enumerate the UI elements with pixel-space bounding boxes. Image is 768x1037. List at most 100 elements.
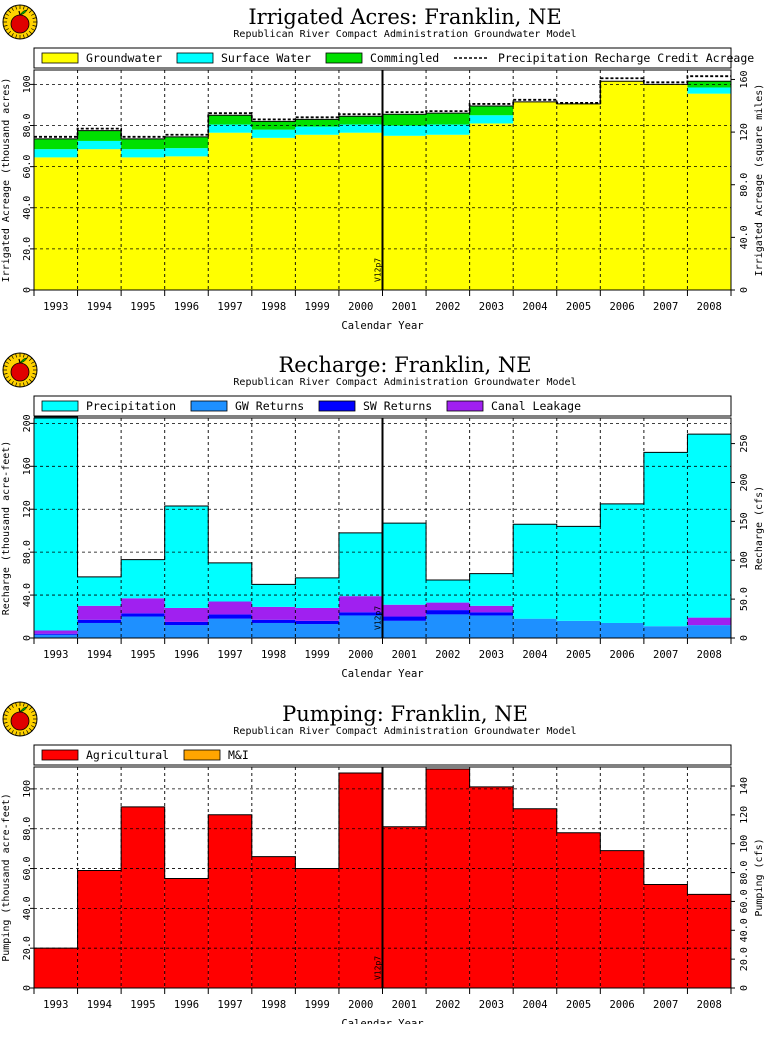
bar-commingled — [164, 136, 209, 149]
bar-groundwater — [513, 101, 557, 290]
y-tick-label: 160 — [22, 457, 33, 475]
bar-surface-water — [121, 149, 165, 158]
x-tick-label: 2005 — [566, 301, 591, 313]
legend-swatch — [41, 400, 79, 412]
logo-tick — [26, 381, 29, 385]
y2-tick-label: 40.0 — [739, 225, 750, 249]
x-tick-label: 1999 — [305, 649, 330, 661]
y2-axis-label: Pumping (cfs) — [754, 838, 765, 916]
bar-gw-returns — [251, 622, 296, 638]
bar-canal-leakage — [469, 605, 514, 613]
x-tick-label: 2001 — [392, 649, 417, 661]
logo-tick — [23, 702, 25, 707]
logo-tick — [11, 381, 14, 385]
logo-tick — [32, 17, 37, 19]
logo-tick — [3, 722, 8, 724]
y2-tick-label: 40.0 — [739, 918, 750, 942]
logo-tick — [32, 25, 37, 27]
bar-surface-water — [382, 125, 427, 136]
bar-agricultural — [643, 884, 688, 988]
logo-tick — [7, 706, 12, 711]
x-tick-label: 1993 — [43, 649, 68, 661]
y-tick-label: 60.0 — [22, 155, 33, 179]
y-tick-label: 60.0 — [22, 856, 33, 880]
logo-tick — [15, 353, 17, 358]
bar-commingled — [295, 119, 339, 127]
logo-tick — [5, 376, 9, 379]
x-tick-label: 1997 — [217, 301, 242, 313]
bar-commingled — [208, 115, 252, 125]
bar-sw-returns — [121, 613, 165, 617]
chart-subtitle: Republican River Compact Administration … — [233, 726, 576, 737]
logo-tick — [31, 361, 35, 364]
legend-swatch — [318, 400, 356, 412]
version-marker-label: V12p7 — [374, 258, 383, 282]
bar-agricultural — [687, 894, 731, 988]
bar-canal-leakage — [426, 602, 470, 611]
y2-tick-label: 250 — [739, 435, 750, 453]
legend-label: Agricultural — [86, 748, 169, 762]
x-tick-label: 2007 — [653, 999, 678, 1011]
logo-tick — [31, 376, 35, 379]
logo-tick — [11, 704, 14, 708]
x-tick-label: 2005 — [566, 649, 591, 661]
logo-tick — [5, 710, 9, 713]
logo-tick — [3, 365, 8, 367]
logo-tick — [23, 382, 25, 387]
bar-groundwater — [208, 132, 252, 290]
x-tick-label: 1996 — [174, 999, 199, 1011]
bar-precipitation — [687, 434, 731, 618]
y-tick-label: 0 — [22, 985, 33, 991]
bar-canal-leakage — [251, 606, 296, 620]
logo-tick — [28, 357, 33, 362]
bar-canal-leakage — [121, 598, 165, 614]
y2-tick-label: 150 — [739, 512, 750, 530]
bar-commingled — [338, 116, 383, 125]
bar-sw-returns — [208, 614, 252, 619]
bar-agricultural — [338, 772, 383, 988]
y2-tick-label: 60.0 — [739, 889, 750, 913]
bar-groundwater — [643, 84, 688, 291]
pumping-chart: Pumping: Franklin, NE Republican River Co… — [0, 697, 768, 1037]
x-tick-label: 2006 — [609, 301, 634, 313]
logo-tick — [26, 730, 29, 734]
bar-agricultural — [426, 768, 470, 988]
logo-tick — [5, 361, 9, 364]
logo-tick — [32, 714, 37, 716]
y2-tick-label: 200 — [739, 473, 750, 491]
x-tick-label: 2003 — [479, 649, 504, 661]
chart-subtitle: Republican River Compact Administration … — [233, 29, 576, 40]
x-tick-label: 2008 — [697, 301, 722, 313]
bar-precipitation — [643, 452, 688, 627]
logo-leaf — [19, 706, 28, 713]
version-marker-label: V12p7 — [374, 606, 383, 630]
y-tick-label: 40.0 — [22, 583, 33, 607]
bar-precipitation — [469, 573, 514, 606]
logo-tick — [15, 702, 17, 707]
x-tick-label: 2008 — [697, 649, 722, 661]
logo-tick — [7, 727, 12, 732]
legend-swatch — [325, 52, 363, 64]
x-tick-label: 1998 — [261, 999, 286, 1011]
x-tick-label: 2007 — [653, 301, 678, 313]
bar-precipitation — [164, 506, 209, 608]
logo-tick — [32, 722, 37, 724]
bar-commingled — [251, 121, 296, 130]
bar-surface-water — [426, 124, 470, 135]
bar-gw-returns — [338, 615, 383, 638]
legend-label: SW Returns — [363, 399, 432, 413]
legend-swatch — [446, 400, 484, 412]
bar-precipitation — [121, 559, 165, 599]
bar-commingled — [34, 138, 78, 150]
x-tick-label: 1995 — [130, 649, 155, 661]
logo-apple — [10, 14, 30, 34]
bar-sw-returns — [77, 619, 122, 623]
logo-tick — [11, 33, 14, 37]
logo-tick — [3, 17, 8, 19]
bar-agricultural — [600, 850, 644, 988]
bar-gw-returns — [513, 618, 557, 638]
logo-tick — [11, 7, 14, 11]
bar-precipitation — [513, 524, 557, 619]
